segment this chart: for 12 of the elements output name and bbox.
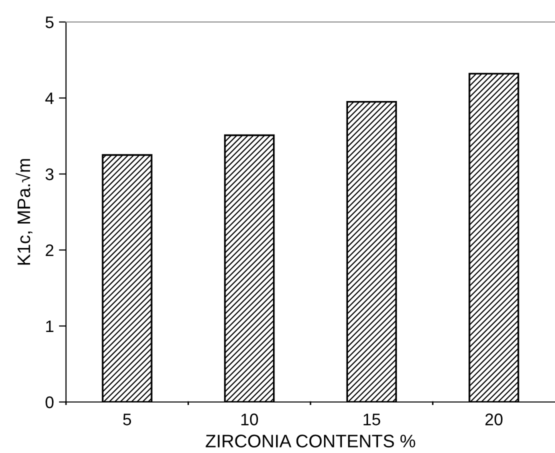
x-tick-label: 10 <box>241 414 258 426</box>
x-tick-label: 5 <box>123 414 132 426</box>
y-tick-label: 5 <box>46 16 54 28</box>
y-tick-label: 4 <box>45 92 54 104</box>
y-tick-label: 2 <box>46 244 54 256</box>
y-axis-title: K1c, MPa.√m <box>16 159 32 265</box>
y-tick-label: 3 <box>46 168 54 180</box>
x-tick-label: 15 <box>364 414 380 426</box>
x-axis-title: ZIRCONIA CONTENTS % <box>206 434 416 448</box>
x-tick-label: 20 <box>485 414 502 426</box>
y-tick-label: 0 <box>46 396 54 408</box>
y-tick-label: 1 <box>46 320 54 332</box>
